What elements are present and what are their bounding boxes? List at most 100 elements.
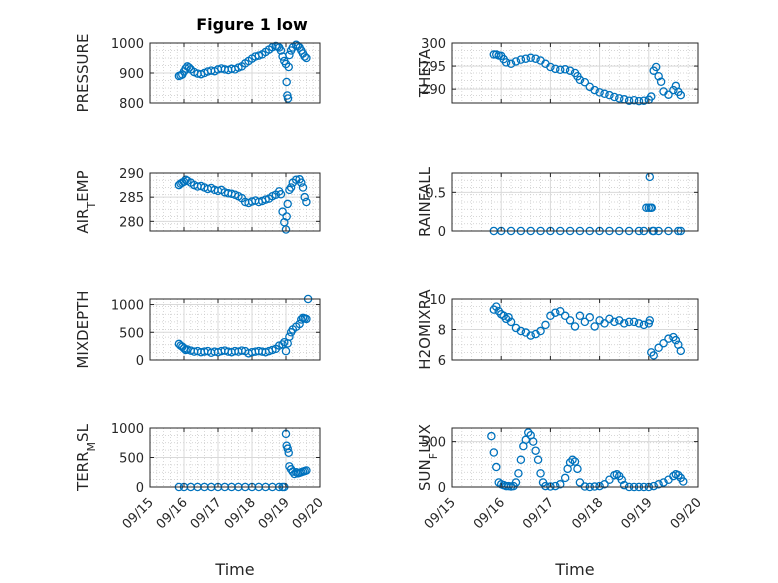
data-point (492, 462, 501, 472)
data-point (489, 448, 499, 457)
data-point (555, 306, 565, 316)
axes-box (451, 427, 699, 488)
data-point (284, 448, 293, 458)
data-point (671, 335, 681, 345)
axes-box (451, 42, 699, 104)
data-point (610, 92, 619, 102)
y-tick-label: 0 (438, 225, 446, 240)
data-point (302, 53, 311, 63)
data-point (511, 478, 521, 487)
data-point (575, 311, 585, 321)
data-point (286, 183, 296, 192)
data-point (283, 94, 293, 103)
data-point (276, 190, 286, 199)
subplot-5: 0 500 1000 MIXDEPTH (74, 290, 321, 369)
data-point (285, 185, 294, 195)
data-point (526, 53, 535, 63)
y-tick-label: 500 (421, 436, 446, 451)
data-point (528, 437, 538, 446)
data-point (659, 478, 668, 487)
data-point (600, 480, 609, 489)
data-point (181, 64, 190, 73)
data-point (261, 195, 270, 204)
data-point (285, 50, 294, 60)
data-point (278, 340, 287, 349)
data-point (610, 317, 619, 327)
data-point (521, 54, 531, 63)
data-point (674, 470, 683, 480)
data-point (516, 55, 526, 64)
data-point (283, 199, 292, 209)
y-tick-label: 0 (136, 481, 144, 496)
data-point (551, 481, 560, 491)
data-point (298, 183, 308, 192)
data-point (492, 302, 501, 311)
data-point (676, 90, 686, 100)
y-tick-label: 280 (119, 215, 144, 230)
y-tick-label: 1000 (111, 422, 144, 437)
data-point (551, 64, 560, 74)
y-axis-label: MIXDEPTH (74, 290, 92, 368)
data-point (285, 332, 294, 341)
y-tick-label: 0.5 (425, 186, 446, 201)
data-point (511, 57, 521, 66)
data-point (585, 313, 595, 322)
subplot-3: 280 285 290 AIRTEMP (74, 167, 321, 234)
data-point (619, 480, 629, 490)
data-point (531, 446, 540, 455)
data-point (647, 203, 657, 213)
data-point (600, 319, 609, 328)
data-point (506, 317, 516, 327)
data-point (555, 65, 565, 75)
data-point (560, 311, 570, 321)
data-point (647, 92, 656, 101)
data-point (282, 77, 291, 87)
data-point (276, 46, 286, 55)
data-point (555, 480, 565, 489)
data-point (575, 478, 585, 487)
data-point (590, 85, 599, 95)
data-point (624, 96, 634, 105)
data-point (612, 470, 622, 479)
data-point (283, 444, 292, 453)
y-tick-label: 290 (421, 83, 446, 98)
data-point (546, 62, 555, 72)
axes-box (149, 298, 321, 361)
data-point (624, 317, 634, 327)
data-point (676, 346, 686, 356)
data-point (654, 343, 663, 353)
y-tick-label: 500 (119, 326, 144, 341)
data-point (302, 197, 311, 207)
data-point (501, 58, 511, 67)
y-tick-label: 6 (438, 354, 446, 369)
data-point (649, 351, 658, 360)
data-point (281, 225, 291, 234)
data-point (184, 63, 194, 72)
y-tick-label: 300 (421, 37, 446, 52)
axes-box (451, 172, 699, 232)
data-point (580, 317, 590, 327)
x-axis-label: Time (554, 560, 594, 579)
data-point (605, 475, 614, 484)
data-point (302, 314, 311, 324)
y-tick-label: 10 (429, 293, 446, 308)
data-point (300, 52, 309, 61)
data-point (649, 481, 658, 491)
data-point (570, 457, 580, 466)
y-axis-label: TERRMSL (74, 423, 98, 492)
data-point (629, 95, 639, 105)
data-point (531, 54, 540, 63)
data-point (645, 316, 655, 325)
data-point (302, 466, 311, 475)
y-tick-label: 295 (421, 60, 446, 75)
data-point (568, 455, 577, 465)
y-tick-label: 800 (119, 97, 144, 112)
data-point (516, 455, 526, 465)
data-point (533, 455, 543, 465)
data-point (575, 75, 585, 85)
y-tick-label: 500 (119, 452, 144, 467)
y-tick-label: 285 (119, 191, 144, 206)
